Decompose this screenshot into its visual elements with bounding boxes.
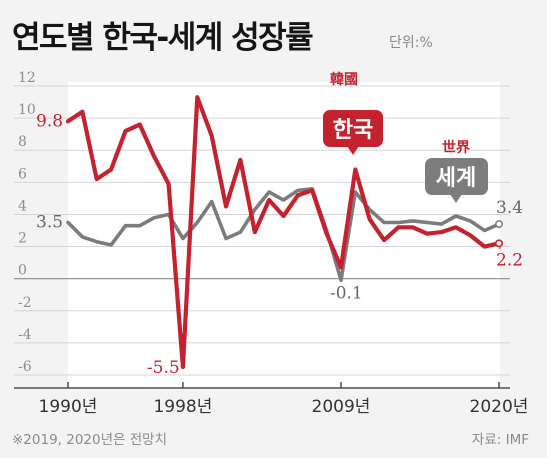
- y-tick-label: 4: [18, 198, 27, 214]
- data-label: 9.8: [36, 111, 63, 131]
- x-tick-label: 1998년: [153, 397, 212, 417]
- footnote: ※2019, 2020년은 전망치: [12, 432, 167, 448]
- unit-label: 단위:%: [389, 35, 433, 51]
- data-label: 3.4: [496, 198, 523, 218]
- korea-line: [65, 95, 502, 370]
- korea-legend: 韓國 한국: [323, 71, 383, 155]
- x-tick-label: 2009년: [312, 397, 371, 417]
- source-label: 자료: IMF: [471, 432, 529, 448]
- series-lines: [65, 95, 502, 370]
- y-tick-label: 12: [18, 70, 36, 86]
- korea-small-label: 韓國: [330, 71, 358, 88]
- y-tick-label: 2: [18, 231, 27, 247]
- world-small-label: 世界: [442, 139, 471, 156]
- data-label: -0.1: [330, 283, 363, 303]
- y-tick-label: 8: [18, 134, 27, 150]
- korea-tag-label: 한국: [333, 118, 373, 143]
- x-tick-label: 1990년: [39, 397, 98, 417]
- y-tick-label: -6: [18, 359, 32, 375]
- x-axis: 1990년 1998년 2009년 2020년: [14, 382, 528, 417]
- x-tick-label: 2020년: [470, 397, 529, 417]
- world-tag-pointer: [450, 194, 462, 203]
- y-tick-label: 10: [18, 102, 36, 118]
- world-legend: 世界 세계: [425, 139, 488, 203]
- y-tick-label: 0: [18, 263, 27, 279]
- grid-lines: [14, 85, 510, 376]
- y-tick-label: 6: [18, 166, 27, 182]
- data-label: 2.2: [496, 250, 523, 270]
- world-end-point: [494, 220, 503, 229]
- data-labels: 9.8 3.5 -5.5 -0.1 3.4 2.2: [36, 111, 523, 378]
- world-tag-label: 세계: [436, 166, 476, 191]
- data-label: -5.5: [147, 358, 180, 378]
- world-line: [66, 187, 501, 283]
- data-label: 3.5: [36, 212, 63, 232]
- chart-title: 연도별 한국-세계 성장률: [12, 20, 314, 56]
- series-points: [494, 220, 503, 248]
- korea-end-point: [494, 239, 503, 248]
- y-tick-label: -4: [18, 327, 32, 343]
- y-tick-label: -2: [18, 295, 32, 311]
- korea-tag-box: [323, 110, 383, 147]
- korea-tag-pointer: [347, 146, 359, 155]
- y-axis: 12 10 8 6 4 2 0 -2 -4 -6: [18, 70, 36, 375]
- world-tag-box: [425, 158, 488, 195]
